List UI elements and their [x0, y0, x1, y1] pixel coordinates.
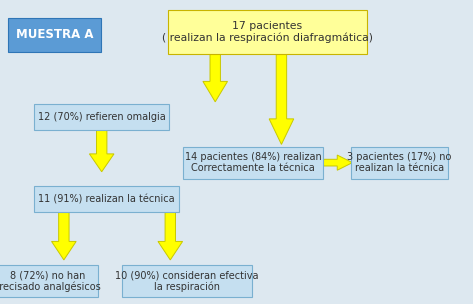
Polygon shape [269, 53, 294, 144]
FancyBboxPatch shape [184, 147, 323, 179]
Text: 14 pacientes (84%) realizan
Correctamente la técnica: 14 pacientes (84%) realizan Correctament… [184, 152, 322, 174]
FancyBboxPatch shape [34, 104, 169, 130]
Polygon shape [322, 155, 352, 170]
FancyBboxPatch shape [351, 147, 448, 179]
Text: 3 pacientes (17%) no
realizan la técnica: 3 pacientes (17%) no realizan la técnica [348, 152, 452, 174]
FancyBboxPatch shape [0, 265, 98, 297]
Text: 12 (70%) refieren omalgia: 12 (70%) refieren omalgia [38, 112, 166, 122]
Polygon shape [52, 211, 76, 260]
Polygon shape [89, 129, 114, 172]
FancyBboxPatch shape [122, 265, 252, 297]
Polygon shape [158, 211, 183, 260]
Text: 11 (91%) realizan la técnica: 11 (91%) realizan la técnica [38, 194, 175, 204]
Text: 17 pacientes
( realizan la respiración diafragmática): 17 pacientes ( realizan la respiración d… [162, 21, 373, 43]
Text: MUESTRA A: MUESTRA A [16, 29, 93, 41]
Polygon shape [203, 53, 228, 102]
FancyBboxPatch shape [35, 186, 179, 212]
Text: 10 (90%) consideran efectiva
la respiración: 10 (90%) consideran efectiva la respirac… [115, 270, 259, 292]
Text: 8 (72%) no han
precisado analgésicos: 8 (72%) no han precisado analgésicos [0, 270, 101, 292]
FancyBboxPatch shape [9, 18, 100, 52]
FancyBboxPatch shape [168, 10, 367, 54]
